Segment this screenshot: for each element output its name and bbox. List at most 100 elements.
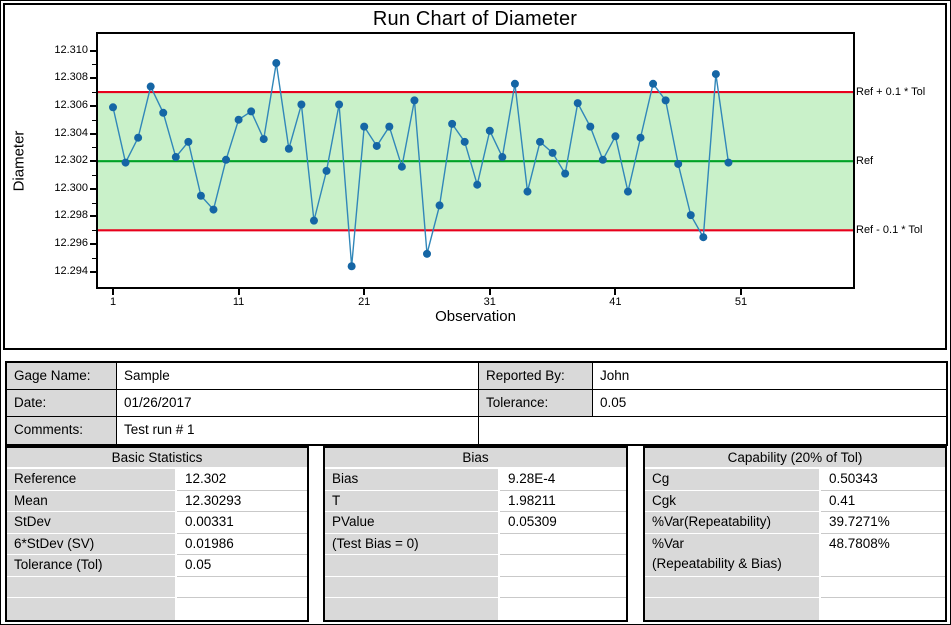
y-axis-tick-label: 12.306 bbox=[54, 98, 88, 111]
y-axis-minor-tick bbox=[92, 147, 96, 149]
data-point-marker bbox=[485, 126, 494, 135]
stats-value-cell bbox=[500, 576, 626, 598]
y-axis-major-tick bbox=[90, 160, 96, 163]
stats-value-cell bbox=[821, 576, 945, 598]
x-axis-major-tick bbox=[112, 289, 114, 295]
x-axis-tick-label: 31 bbox=[483, 296, 496, 308]
y-axis-major-tick bbox=[90, 215, 96, 218]
x-axis-tick-label: 41 bbox=[609, 296, 622, 308]
data-point-marker bbox=[284, 144, 293, 153]
data-point-marker bbox=[322, 166, 331, 175]
run-chart-plot bbox=[98, 59, 853, 271]
stats-label-cell bbox=[7, 576, 177, 598]
stats-label-cell: Cg bbox=[645, 469, 821, 491]
data-point-marker bbox=[435, 201, 444, 210]
stats-table-title: Capability (20% of Tol) bbox=[645, 448, 945, 469]
stats-value-cell: 9.28E-4 bbox=[500, 469, 626, 491]
data-point-marker bbox=[548, 148, 557, 157]
y-axis-major-tick bbox=[90, 49, 96, 52]
stats-label-cell bbox=[645, 576, 821, 598]
data-point-marker bbox=[611, 132, 620, 141]
data-point-marker bbox=[724, 158, 733, 167]
data-connect-line bbox=[112, 62, 730, 267]
bias-table: Bias Bias 9.28E-4 T 1.98211 PValue 0.05309 (Tes… bbox=[323, 446, 628, 622]
y-axis-major-tick bbox=[90, 104, 96, 107]
info-label-cell: Comments: bbox=[7, 417, 117, 444]
y-axis-minor-tick bbox=[92, 64, 96, 66]
y-axis-tick-label: 12.310 bbox=[54, 43, 88, 56]
data-point-marker bbox=[410, 96, 419, 105]
data-point-marker bbox=[335, 100, 344, 109]
y-axis-tick-label: 12.298 bbox=[54, 209, 88, 222]
stats-table-title: Basic Statistics bbox=[7, 448, 307, 469]
x-axis-major-tick bbox=[363, 289, 366, 295]
stats-table-title: Bias bbox=[325, 448, 626, 469]
data-point-marker bbox=[297, 100, 306, 109]
data-point-marker bbox=[259, 135, 268, 144]
y-axis-major-tick bbox=[90, 187, 96, 190]
stats-value-cell: 0.05 bbox=[177, 555, 307, 577]
data-point-marker bbox=[184, 137, 193, 146]
stats-label-cell bbox=[325, 598, 500, 620]
capability-table: Capability (20% of Tol) Cg 0.50343 Cgk 0.41%… bbox=[643, 446, 947, 622]
stats-label-cell: %Var(Repeatability) bbox=[645, 512, 821, 534]
stats-value-cell: 12.302 bbox=[177, 469, 307, 491]
data-point-marker bbox=[598, 155, 607, 164]
x-axis-tick-label: 11 bbox=[232, 296, 245, 308]
stats-label-cell: PValue bbox=[325, 512, 500, 534]
data-point-marker bbox=[159, 108, 168, 117]
data-point-marker bbox=[561, 169, 570, 178]
y-axis-tick-label: 12.296 bbox=[54, 237, 88, 250]
y-axis-minor-tick bbox=[92, 202, 96, 204]
stats-value-cell bbox=[177, 576, 307, 598]
y-axis-major-tick bbox=[90, 132, 96, 135]
stats-label-cell bbox=[645, 598, 821, 620]
info-empty-cell bbox=[479, 417, 593, 444]
data-point-marker bbox=[234, 115, 243, 124]
stats-label-cell: StDev bbox=[7, 512, 177, 534]
info-label-cell: Date: bbox=[7, 390, 117, 417]
data-point-marker bbox=[586, 122, 595, 131]
data-point-marker bbox=[272, 59, 281, 68]
stats-label-cell: Mean bbox=[7, 490, 177, 512]
stats-value-cell bbox=[500, 533, 626, 555]
stats-value-cell: 0.00331 bbox=[177, 512, 307, 534]
data-point-marker bbox=[360, 122, 369, 131]
data-point-marker bbox=[309, 216, 318, 225]
stats-label-cell: Tolerance (Tol) bbox=[7, 555, 177, 577]
data-point-marker bbox=[460, 137, 469, 146]
plot-area-frame bbox=[96, 32, 855, 289]
info-label-cell: Reported By: bbox=[479, 363, 593, 390]
stats-value-cell bbox=[500, 598, 626, 620]
y-axis-minor-tick bbox=[92, 119, 96, 121]
data-point-marker bbox=[498, 153, 507, 162]
x-axis-major-tick bbox=[237, 289, 240, 295]
y-axis-minor-tick bbox=[92, 257, 96, 259]
x-axis-major-tick bbox=[740, 289, 742, 295]
data-point-marker bbox=[222, 155, 231, 164]
stats-label-cell bbox=[325, 555, 500, 577]
stats-value-cell: 0.50343 bbox=[821, 469, 945, 491]
gage-info-table: Gage Name: Sample Reported By: John Date: 01/… bbox=[5, 361, 948, 446]
data-point-marker bbox=[121, 158, 130, 167]
y-axis-major-tick bbox=[90, 270, 96, 273]
y-axis-minor-tick bbox=[92, 175, 96, 177]
data-point-marker bbox=[397, 162, 406, 171]
data-point-marker bbox=[661, 96, 670, 105]
y-axis-tick-label: 12.308 bbox=[54, 71, 88, 84]
stats-label-cell bbox=[325, 576, 500, 598]
x-axis-major-tick bbox=[614, 289, 617, 295]
data-point-marker bbox=[209, 205, 218, 214]
y-axis-major-tick bbox=[90, 243, 96, 246]
data-point-marker bbox=[649, 79, 658, 88]
data-point-marker bbox=[523, 187, 532, 196]
y-axis-title: Diameter bbox=[10, 130, 28, 192]
data-point-marker bbox=[385, 122, 394, 131]
stats-label-cell bbox=[7, 598, 177, 620]
data-point-marker bbox=[372, 141, 381, 150]
data-point-marker bbox=[674, 159, 683, 168]
data-point-marker bbox=[146, 82, 155, 91]
stats-label-cell: Cgk bbox=[645, 490, 821, 512]
data-point-marker bbox=[473, 180, 482, 189]
